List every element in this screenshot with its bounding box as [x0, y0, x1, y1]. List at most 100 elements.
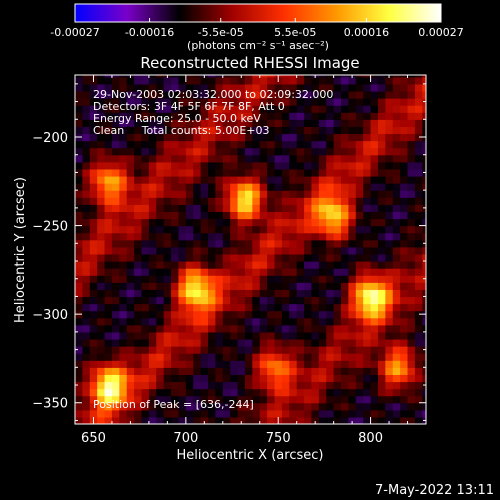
- heatmap-cell: [208, 75, 216, 78]
- heatmap-cell: [414, 346, 423, 354]
- heatmap-cell: [89, 268, 98, 276]
- heatmap-cell: [267, 197, 276, 205]
- heatmap-cell: [304, 239, 313, 248]
- heatmap-cell: [171, 154, 180, 163]
- heatmap-cell: [89, 360, 98, 368]
- heatmap-cell: [104, 331, 113, 340]
- heatmap-cell: [281, 140, 290, 149]
- heatmap-cell: [392, 168, 401, 177]
- heatmap-cell: [274, 395, 283, 404]
- heatmap-cell: [318, 275, 327, 283]
- heatmap-cell: [252, 360, 261, 368]
- heatmap-cell: [289, 360, 298, 368]
- heatmap-cell: [414, 331, 423, 340]
- heatmap-cell: [141, 225, 150, 234]
- heatmap-cell: [385, 147, 394, 156]
- annotation-energy-range: Energy Range: 25.0 - 50.0 keV: [93, 112, 261, 125]
- heatmap-cell: [348, 346, 357, 354]
- heatmap-cell: [341, 374, 350, 383]
- heatmap-cell: [422, 261, 426, 269]
- heatmap-cell: [111, 388, 120, 397]
- heatmap-cell: [222, 154, 231, 163]
- heatmap-cell: [363, 360, 372, 368]
- heatmap-cell: [126, 83, 135, 92]
- heatmap-cell: [156, 75, 165, 78]
- heatmap-cell: [355, 296, 364, 305]
- heatmap-cell: [392, 246, 401, 255]
- heatmap-cell: [274, 183, 283, 191]
- heatmap-cell: [89, 168, 98, 177]
- heatmap-cell: [134, 360, 143, 368]
- heatmap-cell: [296, 147, 305, 156]
- heatmap-cell: [311, 367, 320, 375]
- heatmap-cell: [208, 416, 216, 424]
- heatmap-cell: [134, 268, 143, 276]
- heatmap-cell: [126, 225, 135, 234]
- heatmap-cell: [141, 303, 150, 312]
- heatmap-cell: [407, 76, 416, 85]
- heatmap-cell: [400, 317, 409, 326]
- heatmap-cell: [163, 225, 172, 234]
- heatmap-cell: [119, 275, 128, 283]
- heatmap-cell: [119, 204, 128, 213]
- heatmap-cell: [89, 98, 98, 106]
- heatmap-cell: [230, 76, 239, 85]
- heatmap-cell: [215, 105, 224, 113]
- heatmap-cell: [311, 282, 320, 290]
- heatmap-cell: [193, 83, 202, 92]
- heatmap-cell: [385, 211, 394, 220]
- heatmap-cell: [104, 168, 113, 177]
- heatmap-cell: [244, 133, 253, 142]
- heatmap-cell: [385, 268, 394, 276]
- heatmap-cell: [215, 381, 224, 390]
- annotation-peak-position: Position of Peak = [636,-244]: [93, 398, 254, 411]
- heatmap-cell: [244, 402, 253, 411]
- heatmap-cell: [178, 303, 187, 312]
- heatmap-cell: [193, 261, 202, 269]
- heatmap-cell: [407, 105, 416, 113]
- heatmap-cell: [215, 310, 224, 319]
- heatmap-cell: [281, 246, 290, 255]
- heatmap-cell: [318, 154, 327, 163]
- annotation-time-range: 29-Nov-2003 02:03:32.000 to 02:09:32.000: [93, 88, 333, 101]
- heatmap-cell: [348, 353, 357, 361]
- heatmap-cell: [141, 140, 150, 149]
- heatmap-cell: [244, 360, 253, 368]
- heatmap-cell: [318, 317, 327, 326]
- heatmap-cell: [163, 381, 172, 390]
- heatmap-cell: [141, 381, 150, 390]
- heatmap-cell: [244, 346, 253, 354]
- heatmap-cell: [377, 161, 386, 170]
- heatmap-cell: [289, 310, 298, 319]
- heatmap-cell: [104, 232, 113, 241]
- heatmap-cell: [422, 112, 426, 120]
- y-axis-label: Heliocentric Y (arcsec): [13, 177, 28, 323]
- heatmap-cell: [407, 296, 416, 305]
- heatmap-cell: [171, 395, 180, 404]
- heatmap-cell: [392, 388, 401, 397]
- heatmap-cell: [363, 239, 372, 248]
- heatmap-cell: [422, 175, 426, 184]
- heatmap-cell: [267, 303, 276, 312]
- heatmap-cell: [289, 183, 298, 191]
- heatmap-cell: [370, 310, 379, 319]
- heatmap-cell: [348, 268, 357, 276]
- heatmap-cell: [348, 98, 357, 106]
- heatmap-cell: [104, 75, 113, 78]
- heatmap-cell: [326, 360, 335, 368]
- heatmap-cell: [178, 402, 187, 411]
- heatmap-cell: [163, 296, 172, 305]
- heatmap-cell: [97, 289, 106, 298]
- heatmap-cell: [289, 374, 298, 383]
- heatmap-cell: [414, 119, 423, 127]
- heatmap-cell: [348, 190, 357, 198]
- heatmap-cell: [274, 119, 283, 127]
- heatmap-cell: [200, 239, 209, 248]
- heatmap-cell: [200, 317, 209, 326]
- heatmap-cell: [75, 140, 83, 149]
- heatmap-cell: [148, 367, 157, 375]
- heatmap-cell: [230, 338, 239, 347]
- heatmap-cell: [392, 133, 401, 142]
- heatmap-cell: [422, 83, 426, 92]
- heatmap-cell: [304, 232, 313, 241]
